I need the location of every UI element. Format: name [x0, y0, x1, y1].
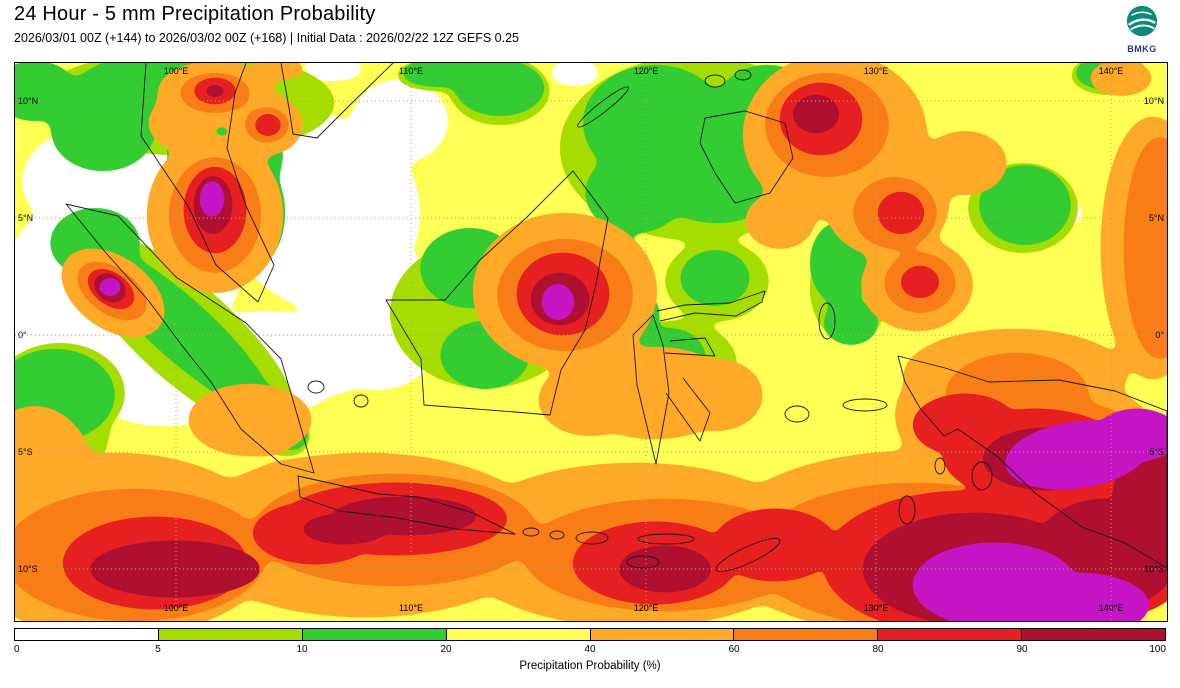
colorbar-segment	[734, 629, 879, 640]
page-subtitle: 2026/03/01 00Z (+144) to 2026/03/02 00Z …	[14, 31, 519, 45]
colorbar-segment	[158, 629, 303, 640]
field-max	[99, 181, 1167, 621]
colorbar-segment	[302, 629, 447, 640]
lat-label-right-5n: 5°N	[1148, 213, 1164, 223]
lat-label-left-10s: 10°S	[18, 564, 38, 574]
lat-label-right-10s: 10°S	[1144, 564, 1164, 574]
bmkg-globe-icon	[1126, 5, 1158, 37]
colorbar-segment	[878, 629, 1023, 640]
lon-label-top-140e: 140°E	[1098, 66, 1124, 76]
lon-label-top-110e: 110°E	[399, 66, 423, 76]
page-title: 24 Hour - 5 mm Precipitation Probability	[14, 3, 376, 25]
colorbar-segment	[1022, 629, 1165, 640]
colorbar-tick: 40	[584, 644, 596, 655]
bmkg-logo-label: BMKG	[1127, 44, 1157, 54]
colorbar-tick: 10	[296, 644, 308, 655]
colorbar-tick: 5	[155, 644, 161, 655]
map-panel: 10°N 5°N 0° 5°S 10°S 10°N 5°N 0° 5°S 10°…	[14, 62, 1168, 622]
colorbar-tick: 20	[440, 644, 452, 655]
lat-label-right-10n: 10°N	[1143, 96, 1164, 106]
lat-label-left-5s: 5°S	[18, 447, 33, 457]
colorbar-tick: 60	[728, 644, 740, 655]
lon-label-bottom-140e: 140°E	[1098, 603, 1124, 613]
lon-label-top-100e: 100°E	[163, 66, 189, 76]
precipitation-field	[15, 63, 1167, 621]
lon-label-bottom-120e: 120°E	[633, 603, 659, 613]
colorbar-segment	[446, 629, 591, 640]
lat-label-left-0: 0°	[18, 330, 27, 340]
gridlines	[15, 63, 1167, 621]
lon-label-top-120e: 120°E	[633, 66, 659, 76]
lon-label-top-130e: 130°E	[863, 66, 889, 76]
lat-label-left-5n: 5°N	[18, 213, 34, 223]
colorbar-tick: 0	[14, 644, 20, 655]
colorbar-title: Precipitation Probability (%)	[519, 660, 661, 672]
lat-label-right-0: 0°	[1155, 330, 1164, 340]
colorbar-segment	[590, 629, 735, 640]
colorbar-tick: 100	[1149, 644, 1166, 655]
header: 24 Hour - 5 mm Precipitation Probability…	[14, 3, 1106, 45]
colorbar-segment	[15, 629, 159, 640]
lat-label-right-5s: 5°S	[1149, 447, 1164, 457]
lon-label-bottom-100e: 100°E	[163, 603, 189, 613]
colorbar-tick: 80	[872, 644, 884, 655]
lat-label-left-10n: 10°N	[18, 96, 39, 106]
coastlines	[65, 63, 1167, 572]
lon-label-bottom-110e: 110°E	[399, 603, 423, 613]
colorbar-tick: 90	[1016, 644, 1028, 655]
lon-label-bottom-130e: 130°E	[863, 603, 889, 613]
colorbar	[14, 628, 1166, 641]
bmkg-logo: BMKG	[1120, 4, 1164, 54]
colorbar-ticks: 0 5 10 20 40 60 80 90 100	[14, 644, 1166, 657]
